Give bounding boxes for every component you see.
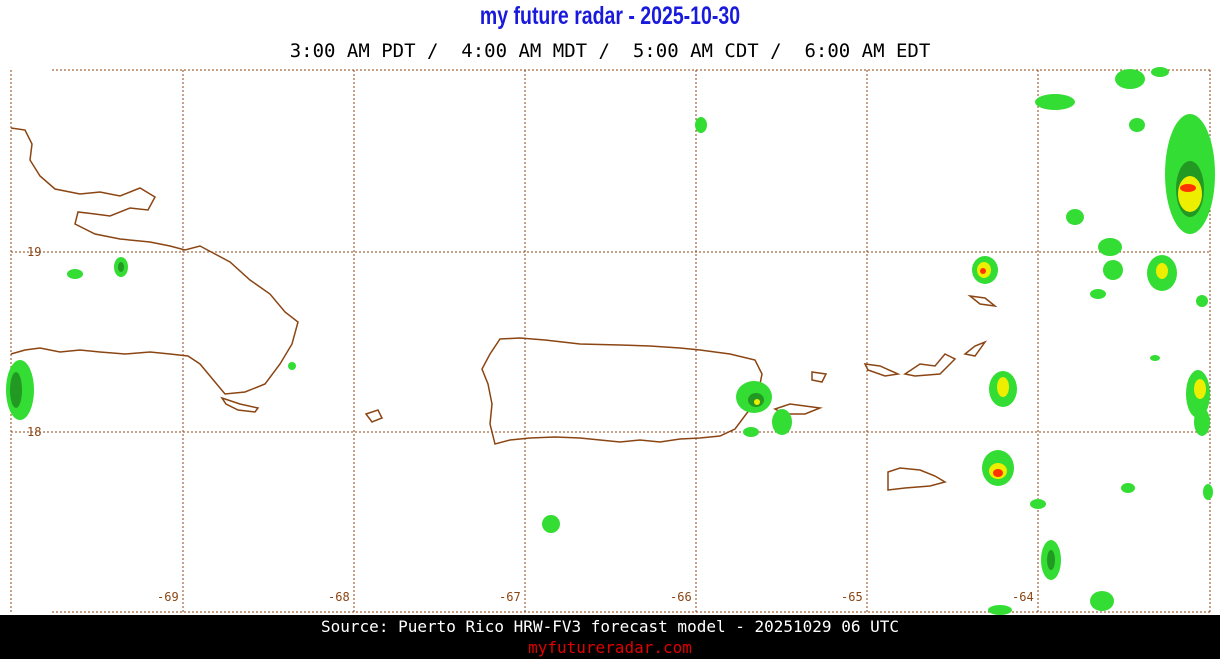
lon-label: -69 — [157, 590, 179, 604]
lon-label: -66 — [670, 590, 692, 604]
grid: 19 18 -69 -68 -67 -66 -65 -64 — [11, 70, 1210, 612]
map-frame — [10, 69, 1211, 613]
radar-map: 19 18 -69 -68 -67 -66 -65 -64 — [6, 67, 1215, 615]
lon-label: -67 — [499, 590, 521, 604]
radar-echoes — [6, 67, 1215, 615]
title: my future radar - 2025-10-30 — [479, 2, 741, 30]
lon-label: -64 — [1012, 590, 1034, 604]
source: Source: Puerto Rico HRW-FV3 forecast mod… — [321, 617, 899, 636]
footer: Source: Puerto Rico HRW-FV3 forecast mod… — [0, 615, 1220, 659]
coastlines — [10, 127, 998, 491]
time-zones: 3:00 AM PDT / 4:00 AM MDT / 5:00 AM CDT … — [289, 40, 931, 62]
site-link[interactable]: myfutureradar.com — [528, 638, 692, 657]
lon-label: -68 — [328, 590, 350, 604]
lat-label: 19 — [27, 245, 41, 259]
lat-label: 18 — [27, 425, 41, 439]
lon-label: -65 — [841, 590, 863, 604]
